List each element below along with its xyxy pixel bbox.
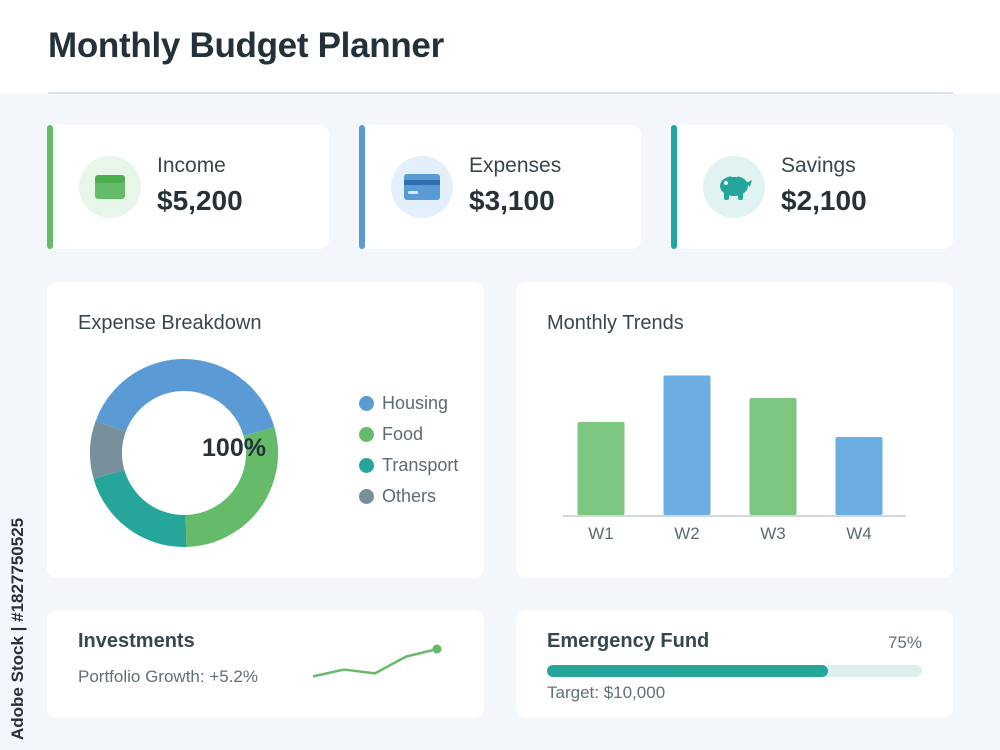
savings-icon-circle [703, 156, 765, 218]
piggy-bank-icon [720, 175, 752, 200]
emergency-fund-target: Target: $10,000 [547, 683, 666, 702]
legend-label-food: Food [382, 424, 424, 444]
income-icon-circle [79, 156, 141, 218]
savings-value: $2,100 [781, 185, 867, 216]
income-label: Income [157, 154, 226, 177]
emergency-fund-progress-track [547, 665, 922, 677]
x-tick-w2: W2 [674, 524, 700, 543]
legend-label-housing: Housing [382, 393, 449, 413]
income-card[interactable]: Income $5,200 [47, 125, 329, 249]
savings-card[interactable]: Savings $2,100 [671, 125, 953, 249]
legend-dot-housing [359, 396, 374, 411]
legend-item-transport: Transport [359, 450, 458, 481]
emergency-fund-card[interactable]: Emergency Fund 75% Target: $10,000 [516, 610, 953, 718]
savings-label: Savings [781, 154, 856, 177]
bar-w3 [749, 398, 797, 515]
x-tick-w1: W1 [588, 524, 614, 543]
legend-item-housing: Housing [359, 388, 458, 419]
legend-dot-transport [359, 458, 374, 473]
donut-slice-food [90, 359, 278, 547]
legend-label-transport: Transport [382, 455, 459, 475]
sparkline-endpoint [432, 644, 442, 654]
expense-legend: Housing Food Transport Others [359, 388, 458, 512]
legend-item-food: Food [359, 419, 458, 450]
credit-card-icon [404, 174, 440, 200]
x-tick-w4: W4 [846, 524, 872, 543]
legend-dot-food [359, 427, 374, 442]
header-divider [48, 92, 953, 94]
donut-slice-housing [90, 359, 278, 547]
investments-title: Investments [78, 630, 195, 652]
x-tick-w3: W3 [760, 524, 786, 543]
monthly-trends-title: Monthly Trends [547, 312, 684, 334]
emergency-fund-progress-fill [547, 665, 829, 677]
expenses-label: Expenses [469, 154, 562, 177]
expenses-value: $3,100 [469, 185, 555, 216]
expense-breakdown-card: Expense Breakdown 100% Housing Food Tran… [47, 282, 484, 578]
page-title: Monthly Budget Planner [48, 26, 444, 65]
legend-item-others: Others [359, 481, 458, 512]
expense-donut-chart [90, 359, 278, 547]
sparkline-line [312, 647, 438, 678]
expense-breakdown-title: Expense Breakdown [78, 312, 262, 334]
bar-w4 [835, 437, 883, 515]
savings-accent-bar [671, 125, 677, 249]
expenses-card[interactable]: Expenses $3,100 [359, 125, 641, 249]
wallet-icon [95, 175, 125, 199]
investments-card[interactable]: Investments Portfolio Growth: +5.2% [47, 610, 484, 718]
legend-dot-others [359, 489, 374, 504]
monthly-trends-bar-chart: W1 W2 W3 W4 [563, 375, 906, 543]
income-accent-bar [47, 125, 53, 249]
bar-w2 [663, 375, 711, 515]
expenses-accent-bar [359, 125, 365, 249]
emergency-fund-percent: 75% [887, 633, 922, 652]
donut-center-label: 100% [202, 434, 266, 462]
legend-label-others: Others [382, 486, 437, 506]
portfolio-sparkline [312, 644, 442, 678]
page-header: Monthly Budget Planner [0, 0, 1000, 94]
expenses-icon-circle [391, 156, 453, 218]
donut-slice-transport [90, 359, 278, 547]
income-value: $5,200 [157, 185, 243, 216]
bar-w1 [577, 422, 625, 515]
portfolio-growth-text: Portfolio Growth: +5.2% [78, 667, 259, 686]
emergency-fund-title: Emergency Fund [547, 630, 710, 652]
monthly-trends-card: Monthly Trends W1 W2 W3 W4 [516, 282, 953, 578]
stock-watermark: Adobe Stock | #1827750525 [8, 517, 27, 740]
